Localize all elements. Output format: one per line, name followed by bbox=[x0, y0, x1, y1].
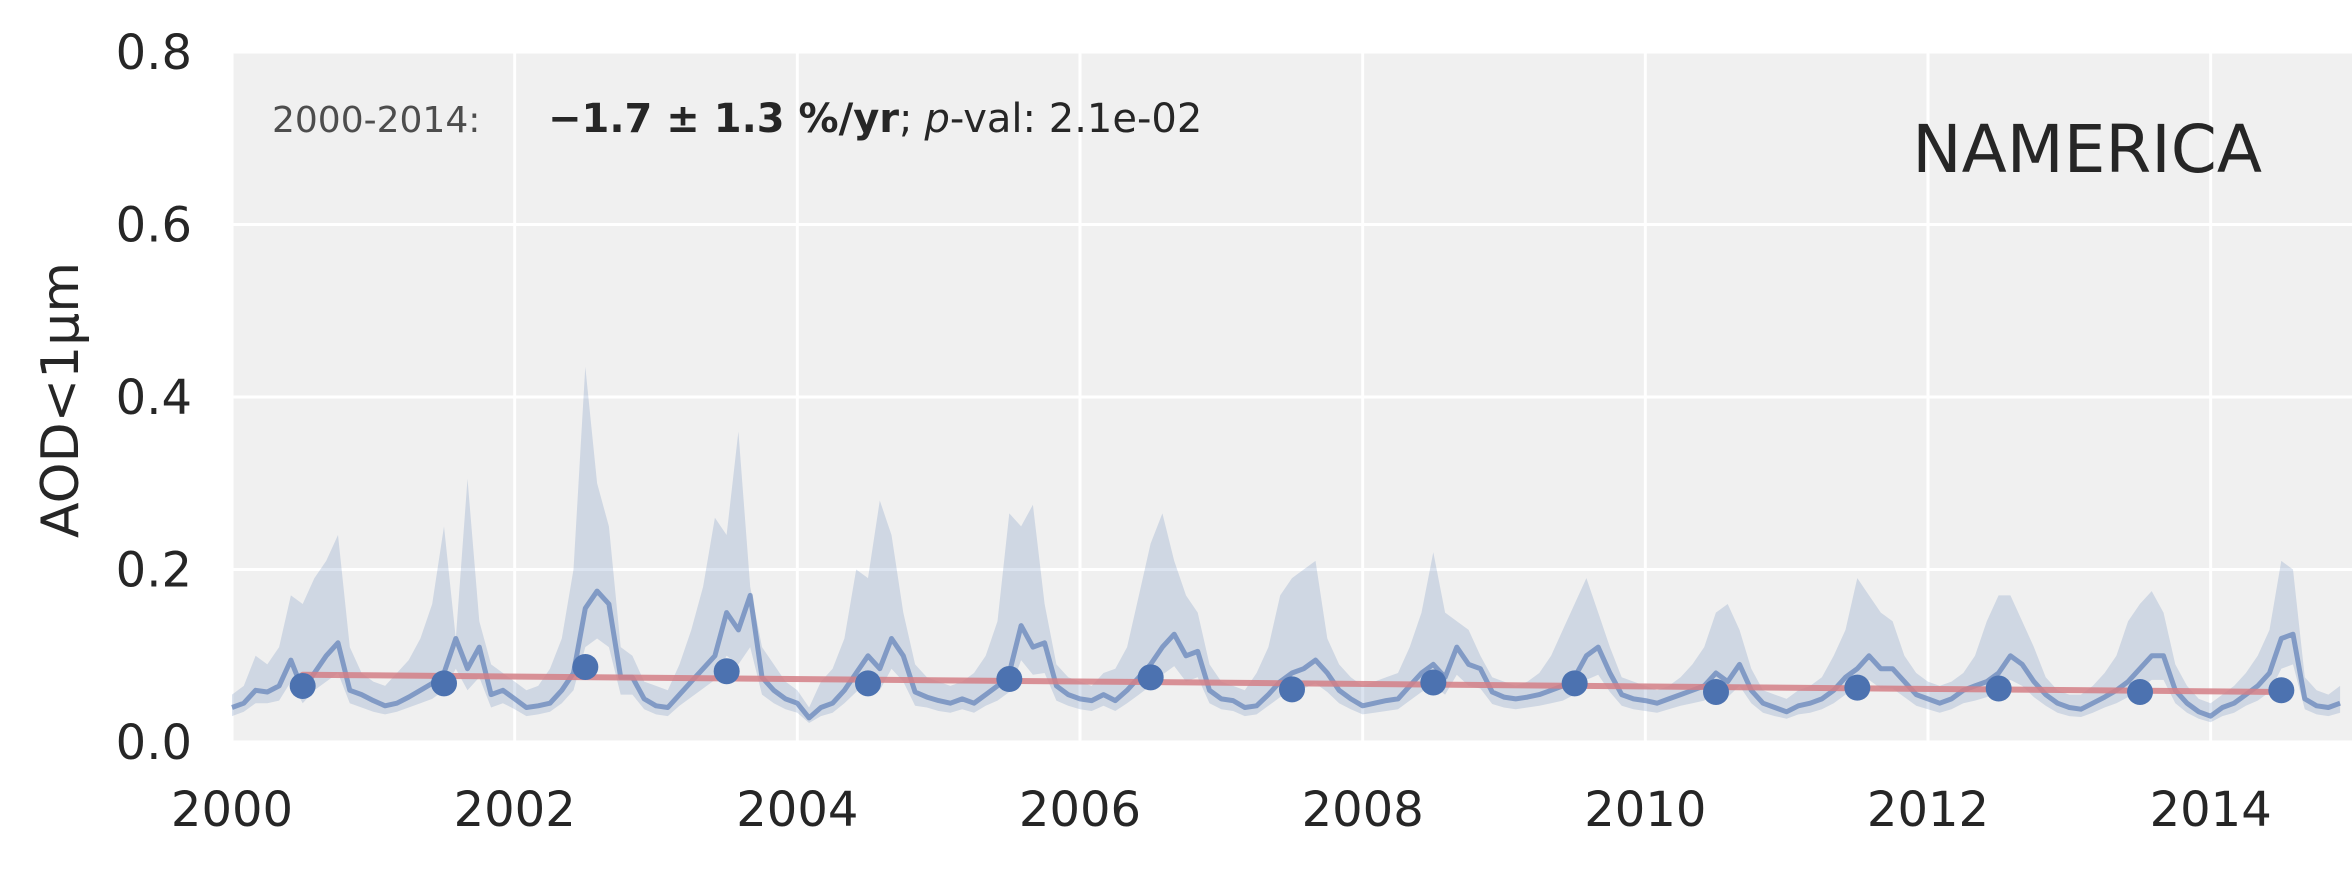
x-tick-label: 2008 bbox=[1302, 782, 1424, 838]
annual-point bbox=[1137, 664, 1164, 691]
x-tick-label: 2014 bbox=[2150, 782, 2272, 838]
y-axis-ticks: 0.0 0.2 0.4 0.6 0.8 bbox=[116, 25, 192, 771]
annual-point bbox=[1985, 675, 2012, 702]
y-tick-label: 0.6 bbox=[116, 198, 192, 254]
annual-point bbox=[289, 672, 316, 699]
annual-point bbox=[1703, 678, 1729, 705]
trend-separator: ; bbox=[899, 96, 912, 142]
annual-point bbox=[996, 666, 1023, 693]
trend-annotation: −1.7 ± 1.3 %/yr; p-val: 2.1e-02 bbox=[548, 96, 1202, 142]
annual-point bbox=[713, 658, 740, 685]
trend-period: 2000-2014: bbox=[272, 100, 480, 141]
annual-point bbox=[2268, 677, 2295, 704]
y-axis-label: AOD<1µm bbox=[31, 262, 91, 538]
annual-point bbox=[1420, 669, 1447, 696]
y-tick-label: 0.8 bbox=[116, 25, 192, 81]
x-tick-label: 2012 bbox=[1867, 782, 1989, 838]
annual-series bbox=[289, 653, 2295, 705]
trend-value: −1.7 ± 1.3 %/yr bbox=[548, 96, 899, 142]
annual-point bbox=[855, 670, 881, 697]
x-axis-ticks: 2000 2002 2004 2006 2008 2010 2012 2014 bbox=[171, 782, 2272, 838]
p-value: -val: 2.1e-02 bbox=[950, 96, 1202, 142]
y-tick-label: 0.2 bbox=[116, 543, 192, 599]
annual-point bbox=[2127, 678, 2153, 705]
p-label: p bbox=[924, 96, 950, 142]
annual-point bbox=[1844, 674, 1871, 701]
annual-point bbox=[572, 653, 599, 680]
spread-band bbox=[232, 366, 2341, 723]
x-tick-label: 2000 bbox=[171, 782, 293, 838]
annual-point bbox=[1279, 676, 1305, 703]
spread-band-area bbox=[232, 366, 2341, 723]
y-tick-label: 0.4 bbox=[116, 370, 192, 426]
x-tick-label: 2010 bbox=[1584, 782, 1706, 838]
annual-point bbox=[1561, 670, 1588, 697]
x-tick-label: 2004 bbox=[736, 782, 858, 838]
region-label: NAMERICA bbox=[1912, 111, 2262, 188]
x-tick-label: 2006 bbox=[1019, 782, 1141, 838]
y-tick-label: 0.0 bbox=[116, 715, 192, 771]
annual-point bbox=[431, 670, 457, 697]
x-tick-label: 2002 bbox=[454, 782, 576, 838]
grid-lines bbox=[230, 50, 2352, 744]
